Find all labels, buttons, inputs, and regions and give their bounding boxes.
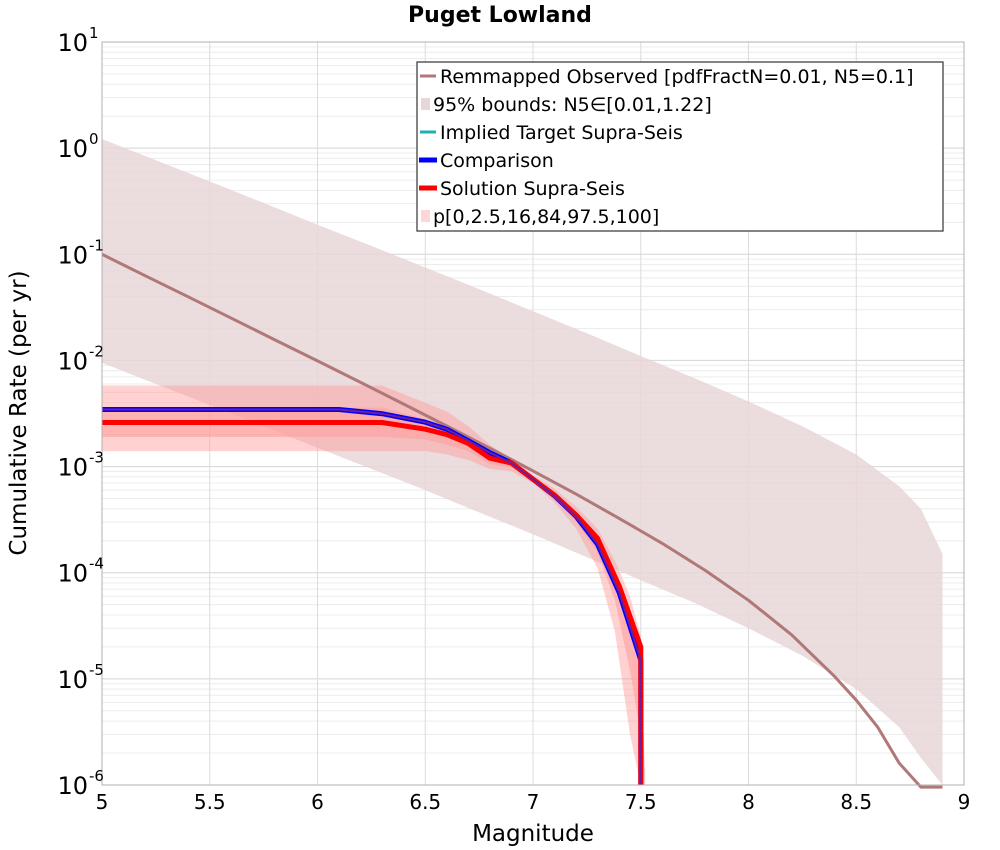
legend-label: Remmapped Observed [pdfFractN=0.01, N5=0… xyxy=(440,66,914,88)
legend: Remmapped Observed [pdfFractN=0.01, N5=0… xyxy=(416,61,944,232)
y-tick-label: 10 xyxy=(57,347,88,375)
y-tick-label: 10 xyxy=(57,29,88,57)
y-tick-label: 10 xyxy=(57,560,88,588)
observed-95-bounds-band xyxy=(102,139,943,785)
observed-line xyxy=(101,252,943,789)
legend-label: Solution Supra-Seis xyxy=(440,178,625,200)
x-tick-label: 6.5 xyxy=(409,790,441,814)
y-tick-exponent: -5 xyxy=(89,661,104,679)
x-tick-label: 9 xyxy=(958,790,971,814)
chart-title: Puget Lowland xyxy=(408,3,592,28)
legend-label: Implied Target Supra-Seis xyxy=(440,122,683,144)
y-tick-exponent: -4 xyxy=(89,555,104,573)
y-tick-label: 10 xyxy=(57,241,88,269)
solution-line xyxy=(102,420,644,785)
x-axis-label: Magnitude xyxy=(472,821,594,847)
x-tick-label: 7 xyxy=(527,790,540,814)
plot-frame xyxy=(101,41,965,786)
x-tick-label: 5.5 xyxy=(194,790,226,814)
x-tick-label: 8.5 xyxy=(840,790,872,814)
y-tick-label: 10 xyxy=(57,454,88,482)
y-tick-exponent: 0 xyxy=(89,130,99,148)
legend-swatch-patch xyxy=(421,210,430,222)
legend-label: p[0,2.5,16,84,97.5,100] xyxy=(433,206,659,228)
legend-box xyxy=(416,61,944,232)
y-axis-label: Cumulative Rate (per yr) xyxy=(6,270,32,555)
legend-label: Comparison xyxy=(440,150,554,172)
y-tick-exponent: 1 xyxy=(89,24,99,42)
y-tick-label: 10 xyxy=(57,135,88,163)
x-tick-label: 5 xyxy=(96,790,109,814)
y-tick-label: 10 xyxy=(57,772,88,800)
series-layer xyxy=(101,139,943,789)
y-tick-exponent: -6 xyxy=(89,767,104,785)
y-tick-exponent: -1 xyxy=(89,236,104,254)
y-tick-exponent: -3 xyxy=(89,449,104,467)
x-tick-label: 8 xyxy=(742,790,755,814)
legend-label: 95% bounds: N5∈[0.01,1.22] xyxy=(433,94,712,116)
y-tick-label: 10 xyxy=(57,666,88,694)
y-tick-exponent: -2 xyxy=(89,342,104,360)
legend-swatch-patch xyxy=(421,98,430,110)
x-tick-labels: 5 5.5 6 6.5 7 7.5 8 8.5 9 xyxy=(96,790,971,814)
x-tick-label: 7.5 xyxy=(625,790,657,814)
x-tick-label: 6 xyxy=(311,790,324,814)
comparison-overlap-line xyxy=(102,408,642,785)
